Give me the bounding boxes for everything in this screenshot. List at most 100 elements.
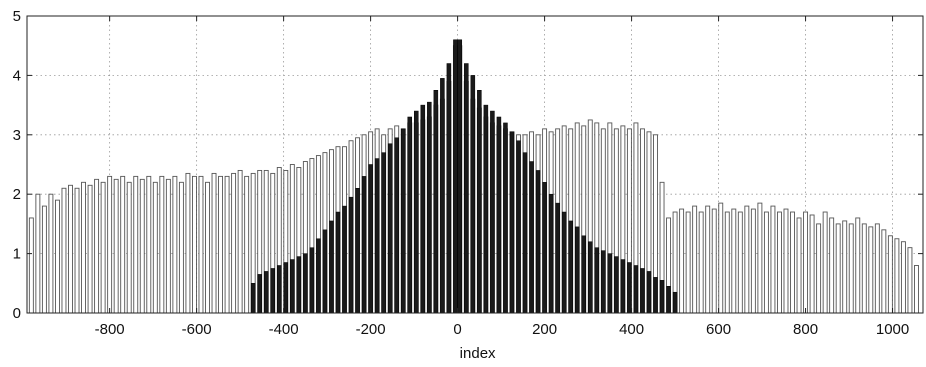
filled-bar xyxy=(477,90,482,314)
outline-bar xyxy=(231,172,237,314)
outline-bar xyxy=(192,175,197,314)
filled-bar xyxy=(659,280,665,314)
filled-bar xyxy=(548,193,554,314)
outline-bar xyxy=(914,265,919,314)
x-tick-label: 600 xyxy=(706,321,731,338)
outline-bar xyxy=(224,175,230,314)
filled-bar xyxy=(290,259,295,314)
x-axis-title: index xyxy=(460,345,496,362)
outline-bar xyxy=(74,187,80,314)
outline-bar xyxy=(205,181,210,314)
filled-bar xyxy=(464,63,469,314)
outline-bar xyxy=(152,181,158,314)
filled-bar xyxy=(381,152,386,314)
outline-bar xyxy=(126,181,132,314)
filled-bar xyxy=(581,235,586,314)
x-tick-label: 200 xyxy=(532,321,557,338)
outline-bar xyxy=(237,169,243,314)
filled-bar xyxy=(446,63,452,314)
filled-bar xyxy=(263,271,269,314)
x-tick-label: -800 xyxy=(95,321,125,338)
outline-bar xyxy=(900,241,906,314)
outline-bar xyxy=(887,235,893,314)
x-tick-label: 1000 xyxy=(876,321,909,338)
outline-bar xyxy=(198,175,204,314)
filled-bar xyxy=(588,241,593,314)
outline-bar xyxy=(68,184,73,314)
filled-bar xyxy=(257,274,262,314)
plot-frame xyxy=(26,15,924,314)
filled-bar xyxy=(561,211,567,314)
outline-bar xyxy=(48,193,54,314)
filled-bar xyxy=(666,286,671,314)
outline-bar xyxy=(907,247,913,314)
x-tick-label: 400 xyxy=(619,321,644,338)
x-tick-label: -400 xyxy=(269,321,299,338)
outline-bar xyxy=(113,178,119,314)
filled-bar xyxy=(407,116,413,314)
filled-bar xyxy=(633,265,639,314)
outline-bar xyxy=(705,205,711,314)
outline-bar xyxy=(842,220,848,314)
filled-bar xyxy=(440,78,445,314)
outline-bar xyxy=(41,205,47,314)
filled-bar xyxy=(542,182,547,314)
outline-bar xyxy=(816,223,822,314)
outline-bar xyxy=(698,211,704,314)
filled-bar xyxy=(483,104,489,314)
filled-bar xyxy=(277,265,282,314)
filled-bar xyxy=(374,158,380,314)
filled-bar xyxy=(322,229,328,314)
filled-bar xyxy=(283,262,289,314)
filled-bar xyxy=(535,170,541,314)
outline-bar xyxy=(770,205,776,314)
filled-bar xyxy=(522,152,528,314)
filled-bar xyxy=(555,202,560,314)
outline-bar xyxy=(133,175,139,314)
outline-bar xyxy=(724,211,730,314)
filled-bar xyxy=(453,39,458,314)
filled-bar xyxy=(270,268,275,314)
outline-bar xyxy=(685,211,691,314)
outline-bar xyxy=(868,226,874,314)
outline-bar xyxy=(809,214,815,314)
outline-bar xyxy=(763,211,769,314)
outline-bar xyxy=(61,187,67,314)
filled-bar xyxy=(627,262,632,314)
outline-bar xyxy=(218,175,224,314)
filled-bar xyxy=(335,211,341,314)
outline-bar xyxy=(165,178,171,314)
filled-bar xyxy=(516,140,521,314)
outline-bar xyxy=(803,211,809,314)
outline-bar xyxy=(790,211,795,314)
outline-bar xyxy=(139,178,145,314)
filled-bar xyxy=(620,259,626,314)
filled-bar xyxy=(342,205,347,314)
filled-bar xyxy=(427,101,432,314)
outline-bar xyxy=(750,208,756,314)
outline-bar xyxy=(822,211,828,314)
y-tick-label: 0 xyxy=(13,305,21,322)
outline-bar xyxy=(55,199,60,314)
filled-bar xyxy=(646,271,652,314)
outline-bar xyxy=(87,184,93,314)
filled-bar xyxy=(470,75,476,314)
outline-bar xyxy=(835,223,841,314)
filled-bar xyxy=(640,268,645,314)
filled-bar xyxy=(503,122,508,314)
outline-bar xyxy=(783,208,789,314)
filled-bar xyxy=(394,137,399,314)
filled-bar xyxy=(348,196,354,314)
outline-bar xyxy=(244,175,250,314)
outline-bar xyxy=(711,208,717,314)
filled-bar xyxy=(594,247,600,314)
y-tick-label: 5 xyxy=(13,8,21,25)
filled-bar xyxy=(420,104,426,314)
outline-bar xyxy=(94,178,100,314)
filled-bar xyxy=(309,247,315,314)
filled-bar xyxy=(607,253,613,314)
filled-bar xyxy=(368,164,373,314)
outline-bar xyxy=(777,211,782,314)
filled-bar xyxy=(355,188,360,314)
